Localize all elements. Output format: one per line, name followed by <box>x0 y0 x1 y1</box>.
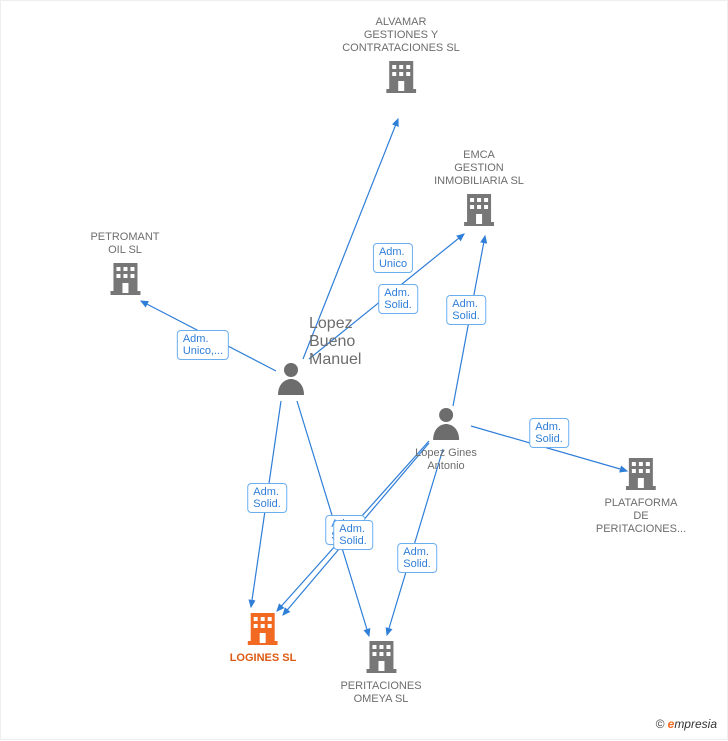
building-icon <box>386 59 416 98</box>
building-icon <box>110 261 140 300</box>
node-plataforma[interactable]: PLATAFORMA DE PERITACIONES... <box>596 456 686 536</box>
node-label: ALVAMAR GESTIONES Y CONTRATACIONES SL <box>342 16 460 55</box>
node-peritaciones[interactable]: PERITACIONES OMEYA SL <box>340 639 421 706</box>
edge-label: Adm. Solid. <box>446 295 486 325</box>
edge-label: Adm. Unico <box>373 243 413 273</box>
edge-label: Adm. Solid. <box>247 483 287 513</box>
node-label: EMCA GESTION INMOBILIARIA SL <box>434 149 524 188</box>
node-label: LOGINES SL <box>230 652 297 665</box>
edge-label: Adm. Solid. <box>333 520 373 550</box>
node-label: PLATAFORMA DE PERITACIONES... <box>596 497 686 536</box>
node-lopez_bueno[interactable] <box>276 361 306 400</box>
building-icon <box>248 611 278 650</box>
node-label: Lopez Bueno Manuel <box>309 315 361 369</box>
building-icon <box>366 639 396 678</box>
node-alvamar[interactable]: ALVAMAR GESTIONES Y CONTRATACIONES SL <box>342 16 460 98</box>
node-label: PETROMANT OIL SL <box>90 231 159 257</box>
node-petromant[interactable]: PETROMANT OIL SL <box>90 231 159 300</box>
person-icon <box>431 406 461 445</box>
edge-label: Adm. Solid. <box>397 543 437 573</box>
footer-brand-rest: mpresia <box>674 717 717 731</box>
footer-copyright: © <box>655 717 664 731</box>
person-icon <box>276 361 306 400</box>
edges-layer <box>1 1 728 741</box>
network-canvas: ALVAMAR GESTIONES Y CONTRATACIONES SL EM… <box>0 0 728 740</box>
edge-label: Adm. Solid. <box>529 418 569 448</box>
building-icon <box>464 192 494 231</box>
node-logines[interactable]: LOGINES SL <box>230 611 297 665</box>
node-label: Lopez Gines Antonio <box>415 447 477 473</box>
node-lopez_gines[interactable]: Lopez Gines Antonio <box>415 406 477 473</box>
footer-credit: © empresia <box>655 717 717 731</box>
edge-line <box>387 449 443 635</box>
edge-label: Adm. Solid. <box>378 284 418 314</box>
edge-label: Adm. Unico,... <box>177 330 229 360</box>
building-icon <box>626 456 656 495</box>
node-emca[interactable]: EMCA GESTION INMOBILIARIA SL <box>434 149 524 231</box>
node-label: PERITACIONES OMEYA SL <box>340 680 421 706</box>
